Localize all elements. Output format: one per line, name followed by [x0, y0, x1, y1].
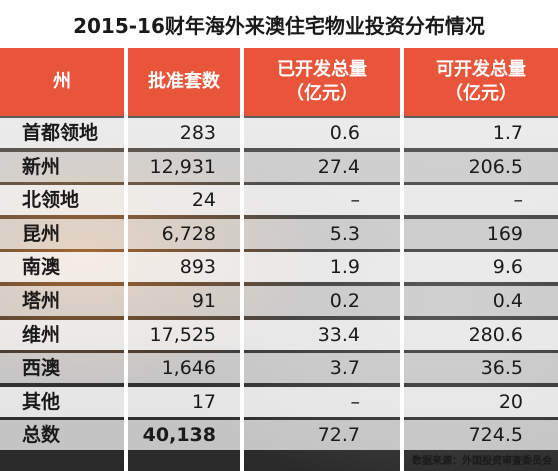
- cell-approved: 12,931: [149, 155, 216, 178]
- cell-developed: 3.7: [329, 357, 360, 380]
- header-developable: 可开发总量 （亿元）: [404, 48, 558, 116]
- cell-approved: 40,138: [142, 424, 216, 447]
- header-state-label: 州: [53, 70, 71, 92]
- cell-approved: 283: [179, 122, 216, 144]
- table-row: 南澳 893 1.9 9.6: [0, 252, 558, 283]
- column-divider: [400, 48, 404, 471]
- cell-developable: 206.5: [468, 155, 523, 178]
- cell-developable: 0.4: [492, 290, 523, 312]
- cell-state: 新州: [22, 155, 61, 178]
- cell-approved: 91: [191, 290, 216, 312]
- cell-state: 总数: [22, 424, 61, 447]
- cell-developed: 0.6: [329, 122, 360, 144]
- header-developed: 已开发总量 （亿元）: [244, 48, 400, 116]
- cell-developed: –: [350, 189, 361, 212]
- column-divider: [124, 48, 128, 471]
- cell-approved: 17,525: [149, 323, 216, 346]
- header-approved-label: 批准套数: [148, 70, 220, 92]
- header-developed-label: 已开发总量 （亿元）: [277, 58, 367, 104]
- cell-developable: 1.7: [492, 122, 523, 144]
- cell-approved: 893: [179, 256, 216, 279]
- cell-state: 塔州: [22, 290, 61, 312]
- cell-state: 维州: [22, 323, 61, 346]
- source-note: 数据来源：外国投资审查委员会: [412, 456, 552, 467]
- cell-developed: 5.3: [329, 222, 360, 245]
- table-row: 西澳 1,646 3.7 36.5: [0, 353, 558, 384]
- cell-developable: 280.6: [468, 323, 523, 346]
- cell-approved: 17: [191, 390, 216, 413]
- cell-developed: 1.9: [329, 256, 360, 279]
- table-row: 其他 17 – 20: [0, 386, 558, 417]
- cell-approved: 1,646: [161, 357, 216, 380]
- table-row: 北领地 24 – –: [0, 185, 558, 216]
- cell-developable: 169: [486, 222, 523, 245]
- cell-developed: 27.4: [317, 155, 360, 178]
- chart-title: 2015-16财年海外来澳住宅物业投资分布情况: [73, 13, 485, 38]
- cell-state: 西澳: [22, 357, 61, 380]
- cell-approved: 6,728: [161, 222, 216, 245]
- table-row: 总数 40,138 72.7 724.5: [0, 420, 558, 451]
- header-state: 州: [0, 48, 124, 116]
- column-divider: [240, 48, 244, 471]
- cell-developed: 72.7: [317, 424, 360, 447]
- table-row: 首都领地 283 0.6 1.7: [0, 118, 558, 148]
- cell-state: 南澳: [22, 256, 61, 279]
- cell-developable: 724.5: [468, 424, 523, 447]
- header-approved: 批准套数: [128, 48, 240, 116]
- cell-state: 其他: [22, 390, 61, 413]
- cell-developable: –: [513, 189, 524, 212]
- cell-state: 昆州: [22, 222, 61, 245]
- cell-developed: –: [350, 390, 361, 413]
- cell-developable: 9.6: [492, 256, 523, 279]
- cell-developed: 0.2: [329, 290, 360, 312]
- table-row: 塔州 91 0.2 0.4: [0, 286, 558, 316]
- cell-developable: 36.5: [480, 357, 523, 380]
- cell-approved: 24: [191, 189, 216, 212]
- title-bar: 2015-16财年海外来澳住宅物业投资分布情况: [0, 0, 558, 48]
- cell-state: 北领地: [22, 189, 80, 212]
- table-row: 维州 17,525 33.4 280.6: [0, 319, 558, 350]
- cell-developable: 20: [498, 390, 523, 413]
- table-row: 新州 12,931 27.4 206.5: [0, 151, 558, 182]
- header-developable-label: 可开发总量 （亿元）: [436, 58, 526, 104]
- cell-state: 首都领地: [22, 122, 99, 144]
- cell-developed: 33.4: [317, 323, 360, 346]
- table-row: 昆州 6,728 5.3 169: [0, 218, 558, 249]
